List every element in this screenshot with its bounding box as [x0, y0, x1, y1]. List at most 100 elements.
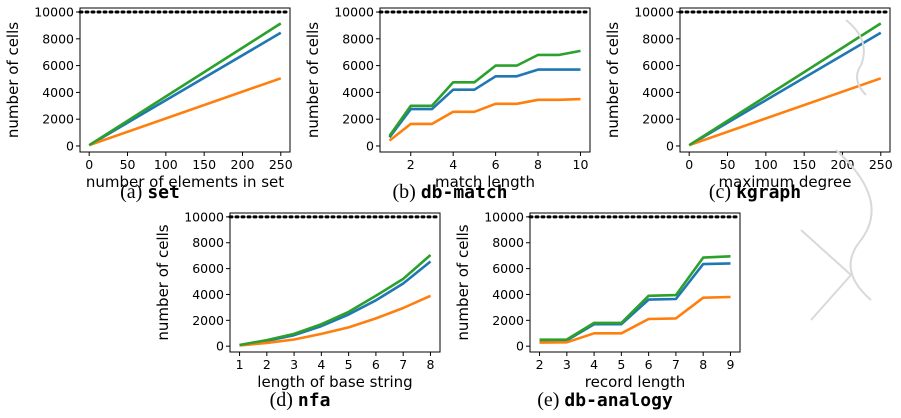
- plot-frame: [679, 7, 891, 153]
- y-tick-label: 0: [66, 138, 74, 153]
- y-tick-label: 4000: [342, 85, 374, 100]
- caption-code: db-match: [420, 182, 508, 203]
- x-tick-label: 6: [492, 157, 500, 172]
- series-line-1: [88, 77, 282, 147]
- y-axis-label: number of cells: [4, 22, 22, 138]
- y-tick-label: 4000: [42, 85, 74, 100]
- series-line-2: [539, 255, 731, 341]
- x-tick-label: 2: [536, 357, 544, 372]
- series-line-2: [239, 254, 432, 347]
- series-line-1: [539, 295, 731, 344]
- caption-set: (a) set: [95, 181, 205, 204]
- chart-kgraph: 0 50 100 150 200 250 0 2000 4000 6000 8000 10000 max…: [604, 5, 893, 191]
- caption-prefix: (c): [708, 181, 732, 203]
- series-line-2: [388, 49, 581, 137]
- plot-frame: [529, 212, 741, 353]
- x-tick-label: 5: [617, 357, 625, 372]
- x-tick-label: 7: [399, 357, 407, 372]
- x-tick-label: 5: [345, 357, 353, 372]
- y-tick-label: 10000: [484, 209, 524, 224]
- y-tick-label: 6000: [42, 58, 74, 73]
- chart-db-analogy: 2 3 4 5 6 7 8 9 0 2000 4000 6000 8000 10000 record len…: [454, 209, 742, 391]
- y-axis-label: number of cells: [304, 22, 322, 138]
- x-axis-label: maximum degree: [719, 173, 852, 191]
- y-tick-label: 2000: [342, 112, 374, 127]
- x-tick-label: 100: [154, 157, 178, 172]
- caption-kgraph: (c) kgraph: [680, 181, 830, 204]
- y-tick-label: 2000: [642, 112, 674, 127]
- series-line-1: [239, 294, 432, 347]
- chart-nfa: 1 2 3 4 5 6 7 8 0 2000 4000 6000 8000 10000 length of …: [154, 209, 442, 391]
- x-tick-label: 1: [236, 357, 244, 372]
- plot-frame: [379, 7, 591, 153]
- x-tick-label: 7: [672, 357, 680, 372]
- y-tick-label: 10000: [634, 5, 674, 20]
- chart-db-match: 2 4 6 8 10 0 2000 4000 6000 8000 10000 match length…: [304, 5, 592, 191]
- series-line-0: [539, 262, 731, 342]
- y-axis-label: number of cells: [154, 224, 172, 340]
- x-tick-label: 4: [317, 357, 325, 372]
- x-axis-label: match length: [435, 173, 535, 191]
- caption-prefix: (d): [269, 389, 293, 411]
- x-tick-label: 6: [372, 357, 380, 372]
- y-tick-label: 2000: [492, 313, 524, 328]
- y-tick-label: 8000: [642, 31, 674, 46]
- x-tick-label: 0: [85, 157, 93, 172]
- x-tick-label: 50: [720, 157, 736, 172]
- caption-prefix: (e): [537, 389, 560, 411]
- x-tick-label: 250: [869, 157, 893, 172]
- y-tick-label: 0: [216, 339, 224, 354]
- y-tick-label: 6000: [492, 261, 524, 276]
- y-tick-label: 0: [366, 138, 374, 153]
- caption-db-analogy: (e) db-analogy: [505, 389, 705, 412]
- x-tick-label: 50: [120, 157, 136, 172]
- x-tick-label: 6: [645, 357, 653, 372]
- chart-set: 0 50 100 150 200 250 0 2000 4000 6000 8000 10000 num…: [4, 5, 293, 191]
- x-tick-label: 8: [426, 357, 434, 372]
- caption-code: kgraph: [736, 182, 802, 203]
- caption-db-match: (b) db-match: [360, 181, 540, 204]
- x-tick-label: 4: [449, 157, 457, 172]
- series-line-2: [688, 22, 882, 147]
- x-tick-label: 0: [685, 157, 693, 172]
- caption-code: nfa: [297, 390, 331, 411]
- y-tick-label: 6000: [192, 261, 224, 276]
- y-tick-label: 4000: [642, 85, 674, 100]
- y-tick-label: 2000: [192, 313, 224, 328]
- y-tick-label: 2000: [42, 112, 74, 127]
- y-tick-label: 6000: [642, 58, 674, 73]
- series-line-0: [88, 31, 282, 147]
- y-tick-label: 10000: [34, 5, 74, 20]
- x-axis-label: record length: [585, 373, 686, 391]
- y-tick-label: 6000: [342, 58, 374, 73]
- y-tick-label: 8000: [42, 31, 74, 46]
- x-tick-label: 8: [699, 357, 707, 372]
- y-tick-label: 10000: [334, 5, 374, 20]
- series-line-0: [388, 68, 581, 139]
- y-tick-label: 8000: [192, 235, 224, 250]
- x-tick-label: 150: [192, 157, 216, 172]
- caption-code: db-analogy: [564, 390, 673, 411]
- y-tick-label: 8000: [492, 235, 524, 250]
- x-tick-label: 2: [263, 357, 271, 372]
- x-tick-label: 200: [831, 157, 855, 172]
- x-tick-label: 4: [590, 357, 598, 372]
- y-tick-label: 0: [666, 138, 674, 153]
- x-axis-label: number of elements in set: [86, 173, 284, 191]
- x-tick-label: 9: [726, 357, 734, 372]
- x-axis-label: length of base string: [257, 373, 412, 391]
- y-tick-label: 10000: [184, 209, 224, 224]
- y-tick-label: 8000: [342, 31, 374, 46]
- caption-code: set: [147, 182, 180, 203]
- y-axis-label: number of cells: [604, 22, 622, 138]
- caption-prefix: (a): [120, 181, 143, 203]
- caption-nfa: (d) nfa: [240, 389, 360, 412]
- x-tick-label: 100: [754, 157, 778, 172]
- series-line-1: [388, 97, 581, 142]
- y-tick-label: 4000: [192, 287, 224, 302]
- y-tick-label: 4000: [492, 287, 524, 302]
- series-line-0: [239, 260, 432, 347]
- x-tick-label: 8: [534, 157, 542, 172]
- plot-frame: [79, 7, 291, 153]
